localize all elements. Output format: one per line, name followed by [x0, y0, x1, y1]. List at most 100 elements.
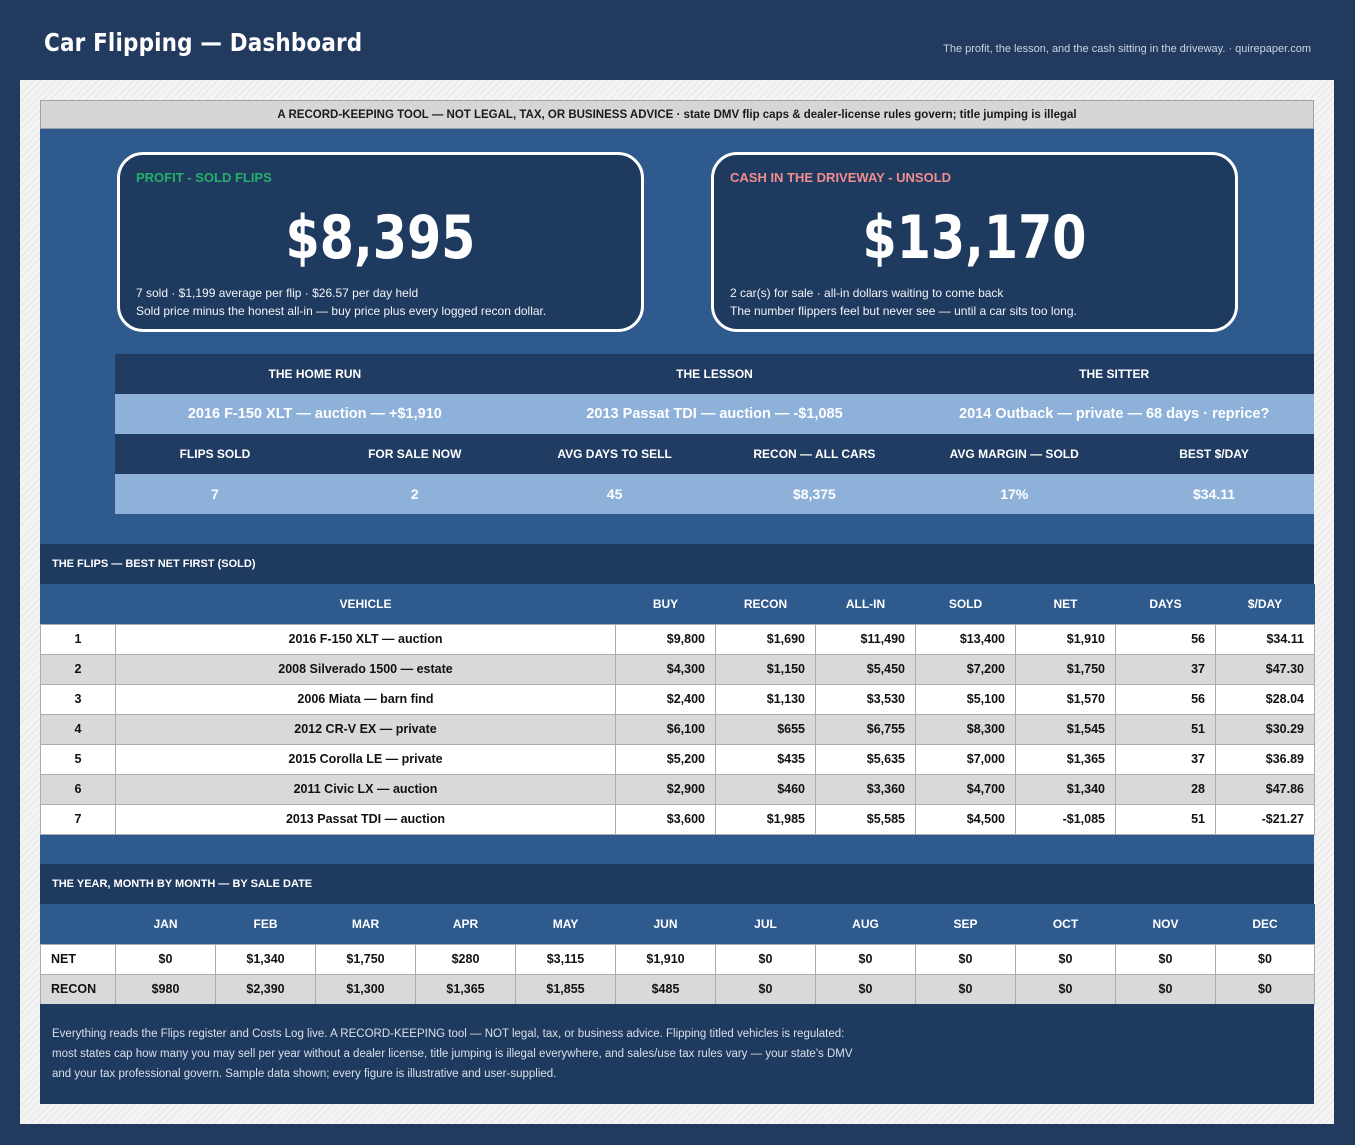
profit-card-label: PROFIT - SOLD FLIPS [136, 170, 272, 185]
cell-per-day: $30.29 [1215, 713, 1315, 745]
cell-recon: $1,985 [715, 803, 816, 835]
cell-all-in: $6,755 [815, 713, 916, 745]
kpi-value-for-sale: 2 [410, 486, 419, 502]
cell-buy: $9,800 [615, 623, 716, 655]
kpi-value-avg-margin: 17% [1000, 486, 1029, 502]
cell-buy: $5,200 [615, 743, 716, 775]
profit-card: PROFIT - SOLD FLIPS $8,395 7 sold · $1,1… [117, 152, 644, 332]
kpi-header-flips-sold: FLIPS SOLD [179, 447, 251, 461]
cell-net: $1,910 [1015, 623, 1116, 655]
col-month: JAN [115, 904, 216, 944]
month-cell: $1,750 [315, 943, 416, 975]
cell-all-in: $5,635 [815, 743, 916, 775]
month-cell: $1,365 [415, 973, 516, 1005]
dashboard-title: Car Flipping — Dashboard [44, 28, 363, 57]
table-row: 6 2011 Civic LX — auction $2,900 $460 $3… [40, 773, 1315, 805]
footer-line: most states cap how many you may sell pe… [52, 1048, 853, 1060]
cell-recon: $655 [715, 713, 816, 745]
year-row-net: NET $0 $1,340 $1,750 $280 $3,115 $1,910 … [40, 943, 1315, 975]
kpi-value-flips-sold: 7 [211, 486, 219, 502]
footer-line: and your tax professional govern. Sample… [52, 1068, 557, 1080]
dashboard-panel: A RECORD-KEEPING TOOL — NOT LEGAL, TAX, … [40, 100, 1315, 1104]
cell-per-day: $34.11 [1215, 623, 1315, 655]
cell-vehicle: 2013 Passat TDI — auction [115, 803, 616, 835]
month-cell: $0 [915, 973, 1016, 1005]
year-section-title: THE YEAR, MONTH BY MONTH — BY SALE DATE [40, 864, 1314, 904]
kpi-header-recon: RECON — ALL CARS [753, 447, 876, 461]
cell-vehicle: 2008 Silverado 1500 — estate [115, 653, 616, 685]
col-buy: BUY [615, 584, 716, 624]
month-cell: $1,855 [515, 973, 616, 1005]
cell-per-day: $47.30 [1215, 653, 1315, 685]
month-cell: $0 [1215, 943, 1315, 975]
col-recon: RECON [715, 584, 816, 624]
col-month: APR [415, 904, 516, 944]
cell-all-in: $3,360 [815, 773, 916, 805]
cell-vehicle: 2015 Corolla LE — private [115, 743, 616, 775]
cell-net: $1,365 [1015, 743, 1116, 775]
month-cell: $0 [115, 943, 216, 975]
col-month: NOV [1115, 904, 1216, 944]
cell-all-in: $11,490 [815, 623, 916, 655]
kpi-header-avg-margin: AVG MARGIN — SOLD [949, 447, 1079, 461]
col-month: JUL [715, 904, 816, 944]
month-cell: $0 [815, 943, 916, 975]
month-cell: $485 [615, 973, 716, 1005]
month-cell: $280 [415, 943, 516, 975]
year-header-row: JAN FEB MAR APR MAY JUN JUL AUG SEP OCT … [40, 904, 1315, 944]
cell-sold: $5,100 [915, 683, 1016, 715]
profit-card-stats: 7 sold · $1,199 average per flip · $26.5… [136, 286, 419, 300]
cell-buy: $2,900 [615, 773, 716, 805]
col-vehicle: VEHICLE [115, 584, 616, 624]
row-label: RECON [40, 973, 116, 1005]
col-month: JUN [615, 904, 716, 944]
cell-all-in: $3,530 [815, 683, 916, 715]
flips-header-row: VEHICLE BUY RECON ALL-IN SOLD NET DAYS $… [40, 584, 1315, 624]
highlight-value-home-run: 2016 F-150 XLT — auction — +$1,910 [187, 406, 442, 422]
cell-per-day: $28.04 [1215, 683, 1315, 715]
kpi-header-best-per-day: BEST $/DAY [1179, 447, 1249, 461]
col-month: SEP [915, 904, 1016, 944]
cell-net: $1,570 [1015, 683, 1116, 715]
table-row: 5 2015 Corolla LE — private $5,200 $435 … [40, 743, 1315, 775]
cell-sold: $7,000 [915, 743, 1016, 775]
table-row: 3 2006 Miata — barn find $2,400 $1,130 $… [40, 683, 1315, 715]
cell-sold: $7,200 [915, 653, 1016, 685]
month-cell: $0 [1115, 973, 1216, 1005]
kpi-header-row: FLIPS SOLD FOR SALE NOW AVG DAYS TO SELL… [115, 434, 1314, 474]
cell-days: 28 [1115, 773, 1216, 805]
cell-rank: 1 [40, 623, 116, 655]
dashboard-tagline: The profit, the lesson, and the cash sit… [943, 43, 1311, 55]
month-cell: $1,910 [615, 943, 716, 975]
cell-vehicle: 2012 CR-V EX — private [115, 713, 616, 745]
highlight-header-sitter: THE SITTER [1079, 367, 1150, 381]
month-cell: $2,390 [215, 973, 316, 1005]
col-days: DAYS [1115, 584, 1216, 624]
cash-card-stats: 2 car(s) for sale · all-in dollars waiti… [730, 286, 1004, 300]
cell-vehicle: 2011 Civic LX — auction [115, 773, 616, 805]
month-cell: $0 [1215, 973, 1315, 1005]
cell-days: 37 [1115, 653, 1216, 685]
table-row: 1 2016 F-150 XLT — auction $9,800 $1,690… [40, 623, 1315, 655]
cell-recon: $460 [715, 773, 816, 805]
cell-rank: 7 [40, 803, 116, 835]
col-month: DEC [1215, 904, 1315, 944]
cell-sold: $13,400 [915, 623, 1016, 655]
highlights-value-row: 2016 F-150 XLT — auction — +$1,910 2013 … [115, 394, 1314, 434]
cell-rank: 4 [40, 713, 116, 745]
col-month: AUG [815, 904, 916, 944]
cell-days: 56 [1115, 683, 1216, 715]
month-cell: $0 [1015, 943, 1116, 975]
cell-net: -$1,085 [1015, 803, 1116, 835]
cell-per-day: -$21.27 [1215, 803, 1315, 835]
cell-recon: $1,130 [715, 683, 816, 715]
kpi-value-avg-days: 45 [606, 486, 623, 502]
cell-days: 51 [1115, 803, 1216, 835]
cell-days: 56 [1115, 623, 1216, 655]
year-table: JAN FEB MAR APR MAY JUN JUL AUG SEP OCT … [40, 904, 1315, 1005]
month-cell: $1,300 [315, 973, 416, 1005]
row-label: NET [40, 943, 116, 975]
col-all-in: ALL-IN [815, 584, 916, 624]
month-cell: $0 [1015, 973, 1116, 1005]
cell-buy: $2,400 [615, 683, 716, 715]
